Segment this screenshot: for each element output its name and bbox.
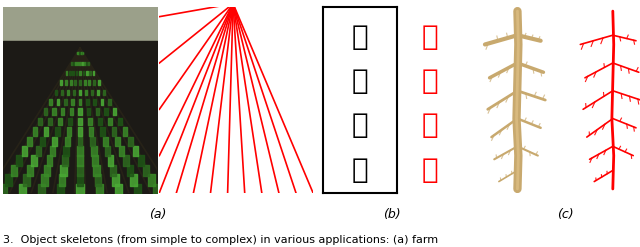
Text: চ: চ <box>352 68 368 95</box>
Text: (c): (c) <box>557 208 573 221</box>
Text: (b): (b) <box>383 208 401 221</box>
Text: চ: চ <box>422 68 438 95</box>
Text: (a): (a) <box>149 208 167 221</box>
Text: খ: খ <box>422 157 438 184</box>
Text: ধ: ধ <box>422 23 438 51</box>
Text: ছ: ছ <box>352 112 368 140</box>
Text: 3.  Object skeletons (from simple to complex) in various applications: (a) farm: 3. Object skeletons (from simple to comp… <box>3 235 438 245</box>
Text: খ: খ <box>352 157 368 184</box>
Text: ধ: ধ <box>352 23 368 51</box>
Text: ছ: ছ <box>422 112 438 140</box>
